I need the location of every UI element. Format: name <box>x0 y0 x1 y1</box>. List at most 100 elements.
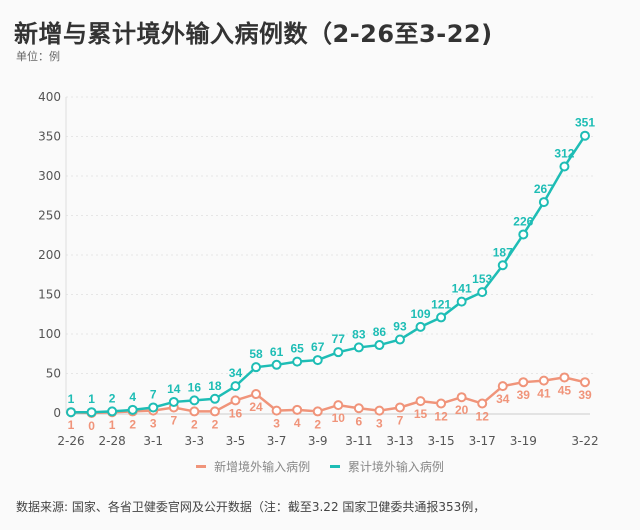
legend-swatch <box>196 465 207 468</box>
x-tick-label: 3-3 <box>185 434 205 448</box>
data-point <box>230 395 241 406</box>
data-label: 34 <box>496 392 510 406</box>
data-point <box>415 396 426 407</box>
legend-item-new[interactable]: 新增境外输入病例 <box>196 458 310 475</box>
legend-item-cumulative[interactable]: 累计境外输入病例 <box>329 458 444 475</box>
data-point <box>436 312 447 323</box>
data-label: 267 <box>534 182 554 196</box>
data-point <box>436 398 447 409</box>
x-tick-label: 3-7 <box>267 434 287 448</box>
data-label: 187 <box>493 245 513 259</box>
x-tick-label: 3-11 <box>345 434 372 448</box>
data-point <box>538 197 549 208</box>
data-label: 6 <box>355 414 362 428</box>
data-label: 77 <box>332 332 346 346</box>
data-label: 312 <box>554 147 574 161</box>
data-label: 1 <box>88 392 95 406</box>
data-point <box>189 406 200 417</box>
data-point <box>209 393 220 404</box>
data-point <box>518 229 529 240</box>
data-point <box>251 389 262 400</box>
x-tick-label: 3-1 <box>143 434 163 448</box>
x-tick-label: 3-22 <box>571 434 598 448</box>
data-label: 67 <box>311 340 325 354</box>
data-label: 109 <box>411 307 431 321</box>
data-point <box>394 402 405 413</box>
data-point <box>497 260 508 271</box>
data-point <box>333 347 344 358</box>
data-label: 18 <box>208 379 222 393</box>
data-point <box>456 296 467 307</box>
data-label: 121 <box>431 297 451 311</box>
y-tick-label: 250 <box>38 209 61 223</box>
data-label: 16 <box>188 380 202 394</box>
x-tick-label: 3-15 <box>427 434 454 448</box>
data-label: 83 <box>352 327 366 341</box>
y-tick-label: 350 <box>38 130 61 144</box>
data-point <box>497 381 508 392</box>
y-tick-label: 100 <box>38 327 61 341</box>
data-label: 15 <box>414 407 428 421</box>
data-label: 10 <box>332 411 346 425</box>
data-label: 14 <box>167 382 181 396</box>
data-point <box>456 392 467 403</box>
data-label: 7 <box>170 413 177 427</box>
data-label: 4 <box>129 390 136 404</box>
data-label: 1 <box>109 418 116 432</box>
data-point <box>271 359 282 370</box>
data-point <box>538 375 549 386</box>
data-label: 2 <box>314 417 321 431</box>
data-point <box>353 403 364 414</box>
data-label: 86 <box>373 325 387 339</box>
x-tick-label: 3-13 <box>386 434 413 448</box>
data-label: 3 <box>376 417 383 431</box>
data-point <box>209 406 220 417</box>
y-tick-label: 200 <box>38 248 61 262</box>
data-label: 153 <box>472 272 492 286</box>
data-label: 3 <box>273 417 280 431</box>
data-point <box>86 407 97 418</box>
data-label: 61 <box>270 345 284 359</box>
data-point <box>353 342 364 353</box>
data-point <box>127 404 138 415</box>
data-label: 7 <box>397 413 404 427</box>
legend-label: 新增境外输入病例 <box>214 460 311 474</box>
data-point <box>189 395 200 406</box>
x-tick-label: 3-9 <box>308 434 328 448</box>
data-point <box>559 161 570 172</box>
data-label: 2 <box>109 391 116 405</box>
data-point <box>292 404 303 415</box>
data-point <box>333 400 344 411</box>
legend-swatch <box>329 465 340 468</box>
y-tick-label: 50 <box>46 367 61 381</box>
data-label: 141 <box>452 282 472 296</box>
data-point <box>374 405 385 416</box>
data-point <box>518 377 529 388</box>
data-point <box>148 402 159 413</box>
data-label: 4 <box>294 416 301 430</box>
data-point <box>271 405 282 416</box>
data-label: 3 <box>150 417 157 431</box>
data-point <box>415 321 426 332</box>
data-point <box>559 372 570 383</box>
data-point <box>107 406 118 417</box>
data-point <box>168 396 179 407</box>
data-label: 24 <box>249 400 263 414</box>
chart-subtitle: 单位：例 <box>16 50 60 63</box>
legend: 新增境外输入病例 累计境外输入病例 <box>0 458 640 475</box>
data-label: 41 <box>537 387 551 401</box>
x-tick-label: 3-5 <box>226 434 246 448</box>
data-label: 1 <box>68 418 75 432</box>
data-label: 39 <box>517 388 531 402</box>
data-point <box>230 381 241 392</box>
data-label: 0 <box>88 419 95 433</box>
data-label: 12 <box>476 410 490 424</box>
y-tick-label: 150 <box>38 288 61 302</box>
data-label: 39 <box>578 388 592 402</box>
data-point <box>477 287 488 298</box>
legend-label: 累计境外输入病例 <box>347 460 444 474</box>
data-label: 12 <box>434 410 448 424</box>
data-label: 1 <box>68 392 75 406</box>
x-tick-label: 2-26 <box>57 434 84 448</box>
